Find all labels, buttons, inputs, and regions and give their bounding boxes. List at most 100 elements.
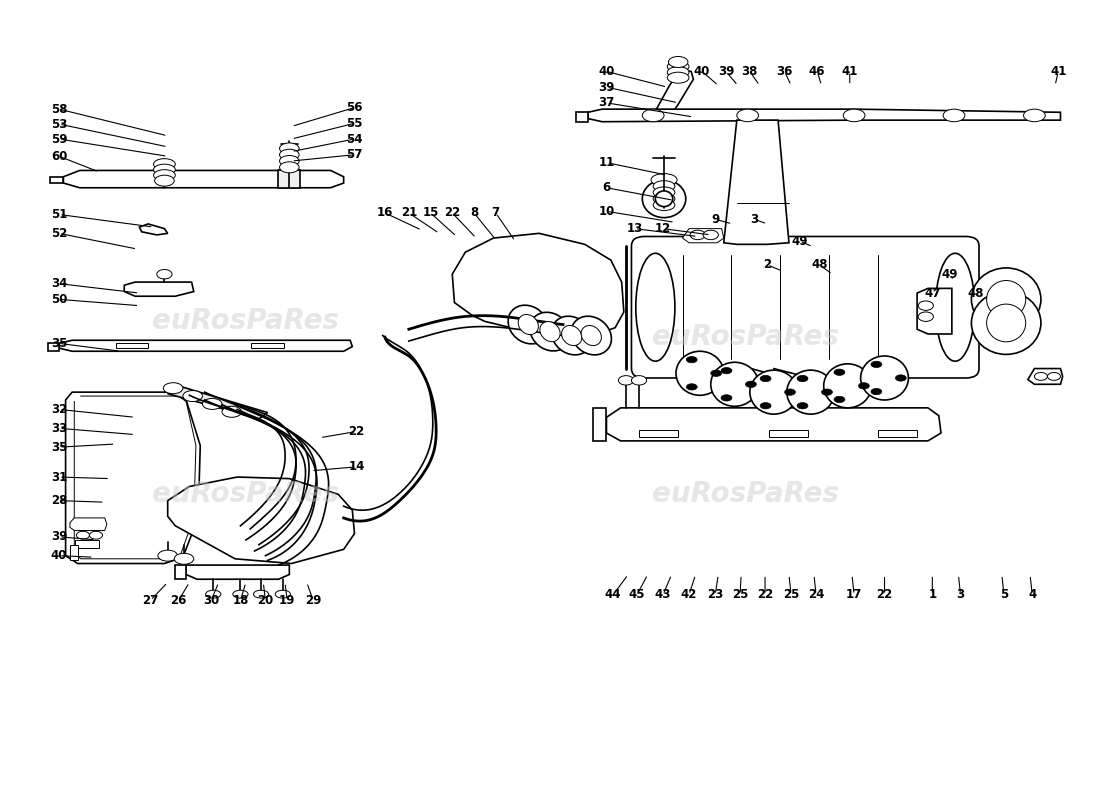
Text: 24: 24 [807, 589, 824, 602]
Ellipse shape [77, 531, 89, 539]
Polygon shape [593, 408, 606, 441]
Ellipse shape [760, 402, 771, 409]
Ellipse shape [279, 143, 299, 154]
Text: 22: 22 [757, 589, 773, 602]
Text: 56: 56 [346, 101, 363, 114]
Ellipse shape [750, 370, 798, 414]
Text: 55: 55 [346, 117, 363, 130]
Text: 54: 54 [346, 133, 363, 146]
Text: 29: 29 [305, 594, 321, 607]
Text: 41: 41 [842, 65, 858, 78]
FancyBboxPatch shape [631, 237, 979, 378]
Polygon shape [64, 170, 343, 188]
Ellipse shape [690, 230, 705, 240]
Text: 22: 22 [349, 425, 365, 438]
Polygon shape [278, 170, 300, 188]
Ellipse shape [233, 590, 249, 598]
Ellipse shape [155, 175, 174, 186]
Text: 3: 3 [750, 213, 758, 226]
Polygon shape [167, 477, 354, 563]
Ellipse shape [183, 390, 202, 402]
Text: 45: 45 [628, 589, 645, 602]
Ellipse shape [581, 326, 602, 346]
Text: 44: 44 [605, 589, 621, 602]
Text: 30: 30 [204, 594, 219, 607]
Ellipse shape [824, 364, 871, 408]
Ellipse shape [1023, 109, 1045, 122]
Polygon shape [639, 430, 679, 437]
Ellipse shape [631, 376, 647, 385]
Ellipse shape [222, 406, 242, 418]
Ellipse shape [1047, 373, 1060, 380]
Text: 46: 46 [808, 65, 825, 78]
Text: 22: 22 [877, 589, 892, 602]
Text: 18: 18 [232, 594, 249, 607]
Ellipse shape [676, 351, 724, 395]
Ellipse shape [157, 270, 172, 279]
Polygon shape [70, 518, 107, 530]
Text: euRosPaRes: euRosPaRes [153, 480, 340, 508]
Ellipse shape [686, 357, 697, 363]
Ellipse shape [737, 109, 759, 122]
Text: 9: 9 [711, 213, 719, 226]
Ellipse shape [508, 306, 549, 344]
Ellipse shape [822, 389, 833, 395]
Ellipse shape [760, 375, 771, 382]
Ellipse shape [656, 191, 673, 206]
Polygon shape [917, 288, 952, 334]
Ellipse shape [202, 398, 222, 410]
Ellipse shape [711, 362, 759, 406]
Text: 40: 40 [51, 549, 67, 562]
Text: euRosPaRes: euRosPaRes [652, 323, 839, 351]
Ellipse shape [642, 180, 685, 218]
Text: 34: 34 [51, 277, 67, 290]
Polygon shape [70, 545, 77, 560]
Ellipse shape [943, 109, 965, 122]
Text: 41: 41 [1050, 65, 1067, 78]
Polygon shape [59, 340, 352, 351]
Ellipse shape [786, 370, 835, 414]
Text: 59: 59 [51, 133, 67, 146]
Ellipse shape [784, 389, 795, 395]
Ellipse shape [918, 301, 934, 310]
Text: 60: 60 [51, 150, 67, 163]
Ellipse shape [571, 316, 612, 355]
Ellipse shape [987, 281, 1025, 318]
Polygon shape [76, 540, 99, 548]
Text: 48: 48 [811, 258, 827, 271]
Ellipse shape [279, 155, 299, 166]
Polygon shape [167, 386, 267, 419]
Ellipse shape [971, 291, 1041, 354]
Polygon shape [66, 392, 200, 563]
Text: 35: 35 [51, 441, 67, 454]
Text: 12: 12 [654, 222, 671, 235]
Ellipse shape [668, 72, 689, 83]
Ellipse shape [275, 590, 290, 598]
Text: 57: 57 [346, 148, 363, 162]
Polygon shape [657, 70, 693, 109]
Polygon shape [51, 177, 64, 183]
Ellipse shape [279, 162, 299, 173]
Ellipse shape [971, 268, 1041, 331]
Text: 8: 8 [470, 206, 478, 219]
Text: 1: 1 [928, 589, 936, 602]
Ellipse shape [540, 322, 560, 342]
Ellipse shape [642, 109, 664, 122]
Ellipse shape [858, 382, 869, 389]
Text: 25: 25 [783, 589, 800, 602]
Text: 2: 2 [763, 258, 771, 271]
Text: 36: 36 [777, 65, 793, 78]
Ellipse shape [206, 590, 221, 598]
Ellipse shape [871, 362, 882, 367]
Text: 26: 26 [170, 594, 187, 607]
Ellipse shape [89, 531, 102, 539]
Ellipse shape [722, 367, 732, 374]
Text: 3: 3 [957, 589, 965, 602]
Text: 39: 39 [51, 530, 67, 543]
Text: 40: 40 [694, 65, 711, 78]
Polygon shape [878, 430, 917, 437]
Text: 43: 43 [654, 589, 671, 602]
Text: 14: 14 [349, 460, 365, 474]
Ellipse shape [163, 382, 183, 394]
Text: 10: 10 [598, 205, 615, 218]
